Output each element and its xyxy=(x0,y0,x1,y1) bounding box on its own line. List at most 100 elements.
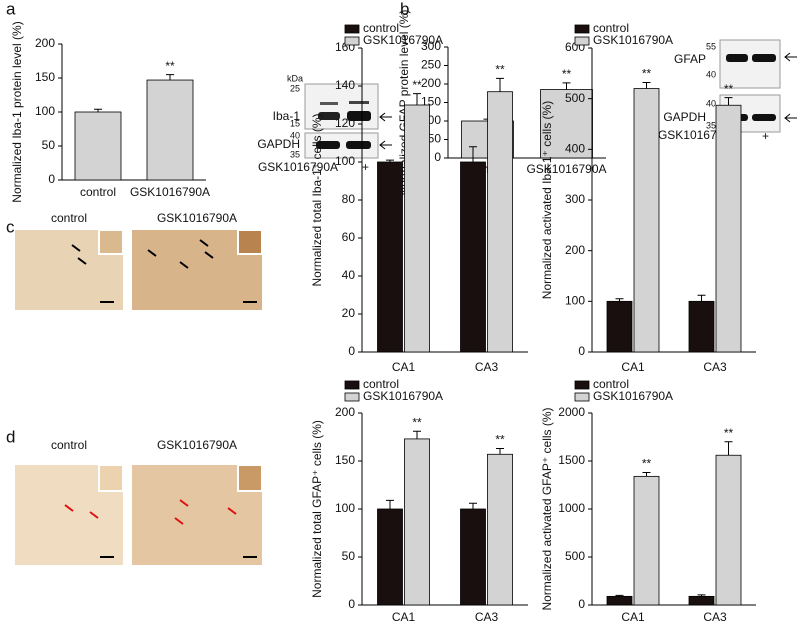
bar xyxy=(606,595,633,606)
blot-band-label: GFAP xyxy=(674,52,706,66)
error-bar xyxy=(642,472,651,477)
y-tick-label: 140 xyxy=(335,78,355,92)
significance: ** xyxy=(495,63,505,77)
y-axis-label: Normalized total GFAP⁺ cells (%) xyxy=(310,420,324,598)
y-tick-label: 100 xyxy=(335,501,355,515)
blot-band-label: GAPDH xyxy=(663,110,706,124)
y-tick-label: 100 xyxy=(35,104,55,118)
error-bar xyxy=(386,499,394,509)
bar xyxy=(377,161,403,353)
blot-marker: 40 xyxy=(290,130,300,140)
legend-label: control xyxy=(363,377,399,391)
error-bar xyxy=(413,430,421,439)
y-tick-label: 1000 xyxy=(558,501,585,515)
legend-swatch xyxy=(574,380,590,390)
error-bar xyxy=(642,81,651,89)
y-tick-label: 150 xyxy=(35,70,55,84)
significance: ** xyxy=(412,415,422,429)
y-tick-label: 300 xyxy=(565,192,585,206)
bar xyxy=(404,438,430,606)
y-tick-label: 250 xyxy=(421,58,441,72)
blot-marker: 35 xyxy=(290,149,300,159)
micrograph-label: GSK1016790A xyxy=(157,438,237,452)
x-tick-label: CA1 xyxy=(621,610,645,624)
y-tick-label: 0 xyxy=(48,172,55,186)
bar xyxy=(460,161,486,353)
error-bar xyxy=(496,77,504,92)
x-tick-label: GSK1016790A xyxy=(130,185,210,199)
x-tick-label: CA3 xyxy=(475,610,499,624)
micrograph-label: control xyxy=(51,438,87,452)
panel-label: d xyxy=(6,427,15,446)
bar xyxy=(715,454,742,606)
bar xyxy=(377,508,403,606)
significance: ** xyxy=(165,59,175,73)
significance: ** xyxy=(495,433,505,447)
error-bar xyxy=(386,159,394,162)
bar xyxy=(404,104,430,353)
panel-label: b xyxy=(400,0,409,18)
x-tick-label: CA3 xyxy=(475,360,499,374)
bar xyxy=(688,595,715,606)
y-tick-label: 500 xyxy=(565,91,585,105)
blot-marker: 40 xyxy=(706,69,716,79)
y-tick-label: 50 xyxy=(42,138,56,152)
blot-treatment: GSK1016790A xyxy=(258,160,338,174)
bar xyxy=(688,300,715,353)
bar xyxy=(540,89,593,159)
bar xyxy=(606,300,633,353)
y-tick-label: 300 xyxy=(421,39,441,53)
x-tick-label: CA3 xyxy=(703,360,727,374)
error-bar xyxy=(94,108,102,112)
y-axis-label: Normalized Iba-1 protein level (%) xyxy=(10,21,24,202)
blot-sign: + xyxy=(362,160,369,174)
error-bar xyxy=(724,441,733,456)
x-tick-label: CA1 xyxy=(392,360,416,374)
micrograph xyxy=(15,464,263,565)
western-blot xyxy=(719,39,797,133)
error-bar xyxy=(615,594,624,597)
y-tick-label: 0 xyxy=(434,150,441,164)
legend-swatch xyxy=(574,36,590,46)
legend-label: control xyxy=(593,377,629,391)
y-axis-label: Normalized activated Iba-1⁺ cells (%) xyxy=(540,101,554,299)
error-bar xyxy=(562,82,571,90)
significance: ** xyxy=(724,82,734,96)
bar xyxy=(460,508,486,606)
blot-band-label: GAPDH xyxy=(257,137,300,151)
blot-sign: + xyxy=(762,129,769,143)
legend-swatch xyxy=(574,24,590,34)
x-tick-label: CA3 xyxy=(703,610,727,624)
y-axis-label: Normalized total Iba-1⁺ cells (%) xyxy=(310,113,324,286)
significance: ** xyxy=(562,67,572,81)
legend-label: GSK1016790A xyxy=(363,33,443,47)
error-bar xyxy=(724,97,733,106)
bar xyxy=(487,453,513,606)
error-bar xyxy=(413,93,421,105)
error-bar xyxy=(615,298,624,302)
y-tick-label: 40 xyxy=(342,268,356,282)
error-bar xyxy=(496,448,504,455)
legend-label: control xyxy=(593,21,629,35)
panel-label: c xyxy=(6,217,15,236)
x-tick-label: CA1 xyxy=(621,360,645,374)
blot-band-label: Iba-1 xyxy=(273,109,301,123)
panel-label: a xyxy=(6,0,16,18)
legend-swatch xyxy=(344,392,360,402)
y-axis-label: Normalized activated GFAP⁺ cells (%) xyxy=(540,407,554,610)
x-tick-label: GSK1016790A xyxy=(526,162,606,176)
y-tick-label: 100 xyxy=(335,154,355,168)
bar xyxy=(146,79,194,181)
significance: ** xyxy=(642,67,652,81)
significance: ** xyxy=(724,426,734,440)
y-tick-label: 200 xyxy=(421,76,441,90)
legend-label: control xyxy=(363,21,399,35)
blot-marker: 55 xyxy=(706,41,716,51)
significance: ** xyxy=(642,457,652,471)
micrograph-label: control xyxy=(51,211,87,225)
y-tick-label: 200 xyxy=(35,36,55,50)
y-tick-label: 0 xyxy=(348,597,355,611)
blot-unit: kDa xyxy=(287,73,303,83)
y-tick-label: 20 xyxy=(342,306,356,320)
